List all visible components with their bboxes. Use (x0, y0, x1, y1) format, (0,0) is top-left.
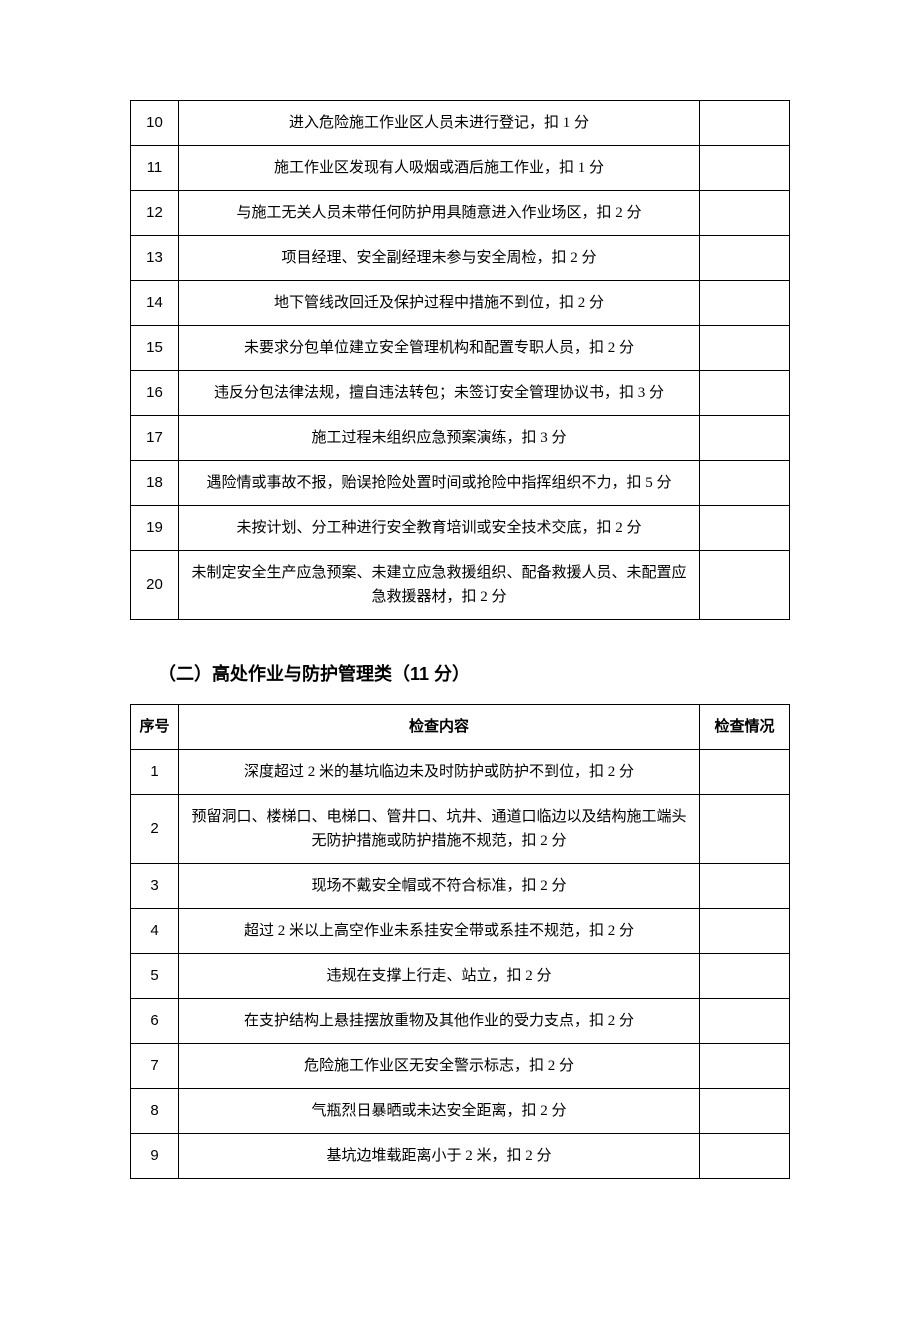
row-status (700, 954, 790, 999)
inspection-table-1: 10进入危险施工作业区人员未进行登记，扣 1 分11施工作业区发现有人吸烟或酒后… (130, 100, 790, 620)
row-content: 违规在支撑上行走、站立，扣 2 分 (179, 954, 700, 999)
table-row: 13项目经理、安全副经理未参与安全周检，扣 2 分 (131, 236, 790, 281)
row-seq: 6 (131, 999, 179, 1044)
row-seq: 3 (131, 864, 179, 909)
section-2-title-prefix: （二）高处作业与防护管理类（ (158, 664, 410, 684)
row-content: 未要求分包单位建立安全管理机构和配置专职人员，扣 2 分 (179, 326, 700, 371)
table-row: 7危险施工作业区无安全警示标志，扣 2 分 (131, 1044, 790, 1089)
row-seq: 10 (131, 101, 179, 146)
row-status (700, 101, 790, 146)
row-status (700, 1044, 790, 1089)
table-row: 18遇险情或事故不报，贻误抢险处置时间或抢险中指挥组织不力，扣 5 分 (131, 461, 790, 506)
row-content: 项目经理、安全副经理未参与安全周检，扣 2 分 (179, 236, 700, 281)
row-content: 基坑边堆载距离小于 2 米，扣 2 分 (179, 1134, 700, 1179)
table-row: 8气瓶烈日暴晒或未达安全距离，扣 2 分 (131, 1089, 790, 1134)
table-row: 5违规在支撑上行走、站立，扣 2 分 (131, 954, 790, 999)
table-row: 10进入危险施工作业区人员未进行登记，扣 1 分 (131, 101, 790, 146)
row-status (700, 864, 790, 909)
table-row: 19未按计划、分工种进行安全教育培训或安全技术交底，扣 2 分 (131, 506, 790, 551)
table-row: 14地下管线改回迁及保护过程中措施不到位，扣 2 分 (131, 281, 790, 326)
row-content: 进入危险施工作业区人员未进行登记，扣 1 分 (179, 101, 700, 146)
table-row: 17施工过程未组织应急预案演练，扣 3 分 (131, 416, 790, 461)
row-seq: 8 (131, 1089, 179, 1134)
row-status (700, 750, 790, 795)
table-row: 6在支护结构上悬挂摆放重物及其他作业的受力支点，扣 2 分 (131, 999, 790, 1044)
section-2-title-num: 11 (410, 664, 429, 684)
row-seq: 1 (131, 750, 179, 795)
row-status (700, 909, 790, 954)
row-status (700, 551, 790, 620)
table-row: 9基坑边堆载距离小于 2 米，扣 2 分 (131, 1134, 790, 1179)
row-content: 施工过程未组织应急预案演练，扣 3 分 (179, 416, 700, 461)
row-seq: 7 (131, 1044, 179, 1089)
header-status: 检查情况 (700, 705, 790, 750)
row-seq: 15 (131, 326, 179, 371)
row-seq: 4 (131, 909, 179, 954)
row-content: 深度超过 2 米的基坑临边未及时防护或防护不到位，扣 2 分 (179, 750, 700, 795)
row-status (700, 999, 790, 1044)
table-row: 3现场不戴安全帽或不符合标准，扣 2 分 (131, 864, 790, 909)
table-row: 2预留洞口、楼梯口、电梯口、管井口、坑井、通道口临边以及结构施工端头无防护措施或… (131, 795, 790, 864)
row-seq: 17 (131, 416, 179, 461)
section-2-title: （二）高处作业与防护管理类（11 分） (130, 660, 790, 686)
row-status (700, 236, 790, 281)
row-status (700, 461, 790, 506)
row-seq: 14 (131, 281, 179, 326)
row-content: 超过 2 米以上高空作业未系挂安全带或系挂不规范，扣 2 分 (179, 909, 700, 954)
table-row: 12与施工无关人员未带任何防护用具随意进入作业场区，扣 2 分 (131, 191, 790, 236)
row-content: 地下管线改回迁及保护过程中措施不到位，扣 2 分 (179, 281, 700, 326)
row-status (700, 191, 790, 236)
row-status (700, 281, 790, 326)
table-row: 11施工作业区发现有人吸烟或酒后施工作业，扣 1 分 (131, 146, 790, 191)
row-content: 预留洞口、楼梯口、电梯口、管井口、坑井、通道口临边以及结构施工端头无防护措施或防… (179, 795, 700, 864)
table-row: 4超过 2 米以上高空作业未系挂安全带或系挂不规范，扣 2 分 (131, 909, 790, 954)
row-seq: 13 (131, 236, 179, 281)
inspection-table-2: 序号 检查内容 检查情况 1深度超过 2 米的基坑临边未及时防护或防护不到位，扣… (130, 704, 790, 1179)
row-seq: 19 (131, 506, 179, 551)
row-status (700, 506, 790, 551)
row-seq: 5 (131, 954, 179, 999)
table-row: 16违反分包法律法规，擅自违法转包；未签订安全管理协议书，扣 3 分 (131, 371, 790, 416)
row-content: 施工作业区发现有人吸烟或酒后施工作业，扣 1 分 (179, 146, 700, 191)
row-status (700, 326, 790, 371)
row-status (700, 146, 790, 191)
row-seq: 12 (131, 191, 179, 236)
row-status (700, 1089, 790, 1134)
row-content: 危险施工作业区无安全警示标志，扣 2 分 (179, 1044, 700, 1089)
row-status (700, 1134, 790, 1179)
row-content: 未按计划、分工种进行安全教育培训或安全技术交底，扣 2 分 (179, 506, 700, 551)
row-seq: 16 (131, 371, 179, 416)
row-seq: 20 (131, 551, 179, 620)
row-seq: 11 (131, 146, 179, 191)
row-content: 未制定安全生产应急预案、未建立应急救援组织、配备救援人员、未配置应急救援器材，扣… (179, 551, 700, 620)
row-status (700, 416, 790, 461)
row-status (700, 371, 790, 416)
row-content: 在支护结构上悬挂摆放重物及其他作业的受力支点，扣 2 分 (179, 999, 700, 1044)
row-content: 气瓶烈日暴晒或未达安全距离，扣 2 分 (179, 1089, 700, 1134)
table-2-header-row: 序号 检查内容 检查情况 (131, 705, 790, 750)
row-content: 遇险情或事故不报，贻误抢险处置时间或抢险中指挥组织不力，扣 5 分 (179, 461, 700, 506)
row-seq: 18 (131, 461, 179, 506)
row-content: 现场不戴安全帽或不符合标准，扣 2 分 (179, 864, 700, 909)
row-seq: 2 (131, 795, 179, 864)
header-seq: 序号 (131, 705, 179, 750)
header-content: 检查内容 (179, 705, 700, 750)
section-2-title-suffix: 分） (429, 664, 470, 684)
table-row: 15未要求分包单位建立安全管理机构和配置专职人员，扣 2 分 (131, 326, 790, 371)
table-row: 20未制定安全生产应急预案、未建立应急救援组织、配备救援人员、未配置应急救援器材… (131, 551, 790, 620)
table-row: 1深度超过 2 米的基坑临边未及时防护或防护不到位，扣 2 分 (131, 750, 790, 795)
row-status (700, 795, 790, 864)
row-content: 与施工无关人员未带任何防护用具随意进入作业场区，扣 2 分 (179, 191, 700, 236)
row-content: 违反分包法律法规，擅自违法转包；未签订安全管理协议书，扣 3 分 (179, 371, 700, 416)
row-seq: 9 (131, 1134, 179, 1179)
